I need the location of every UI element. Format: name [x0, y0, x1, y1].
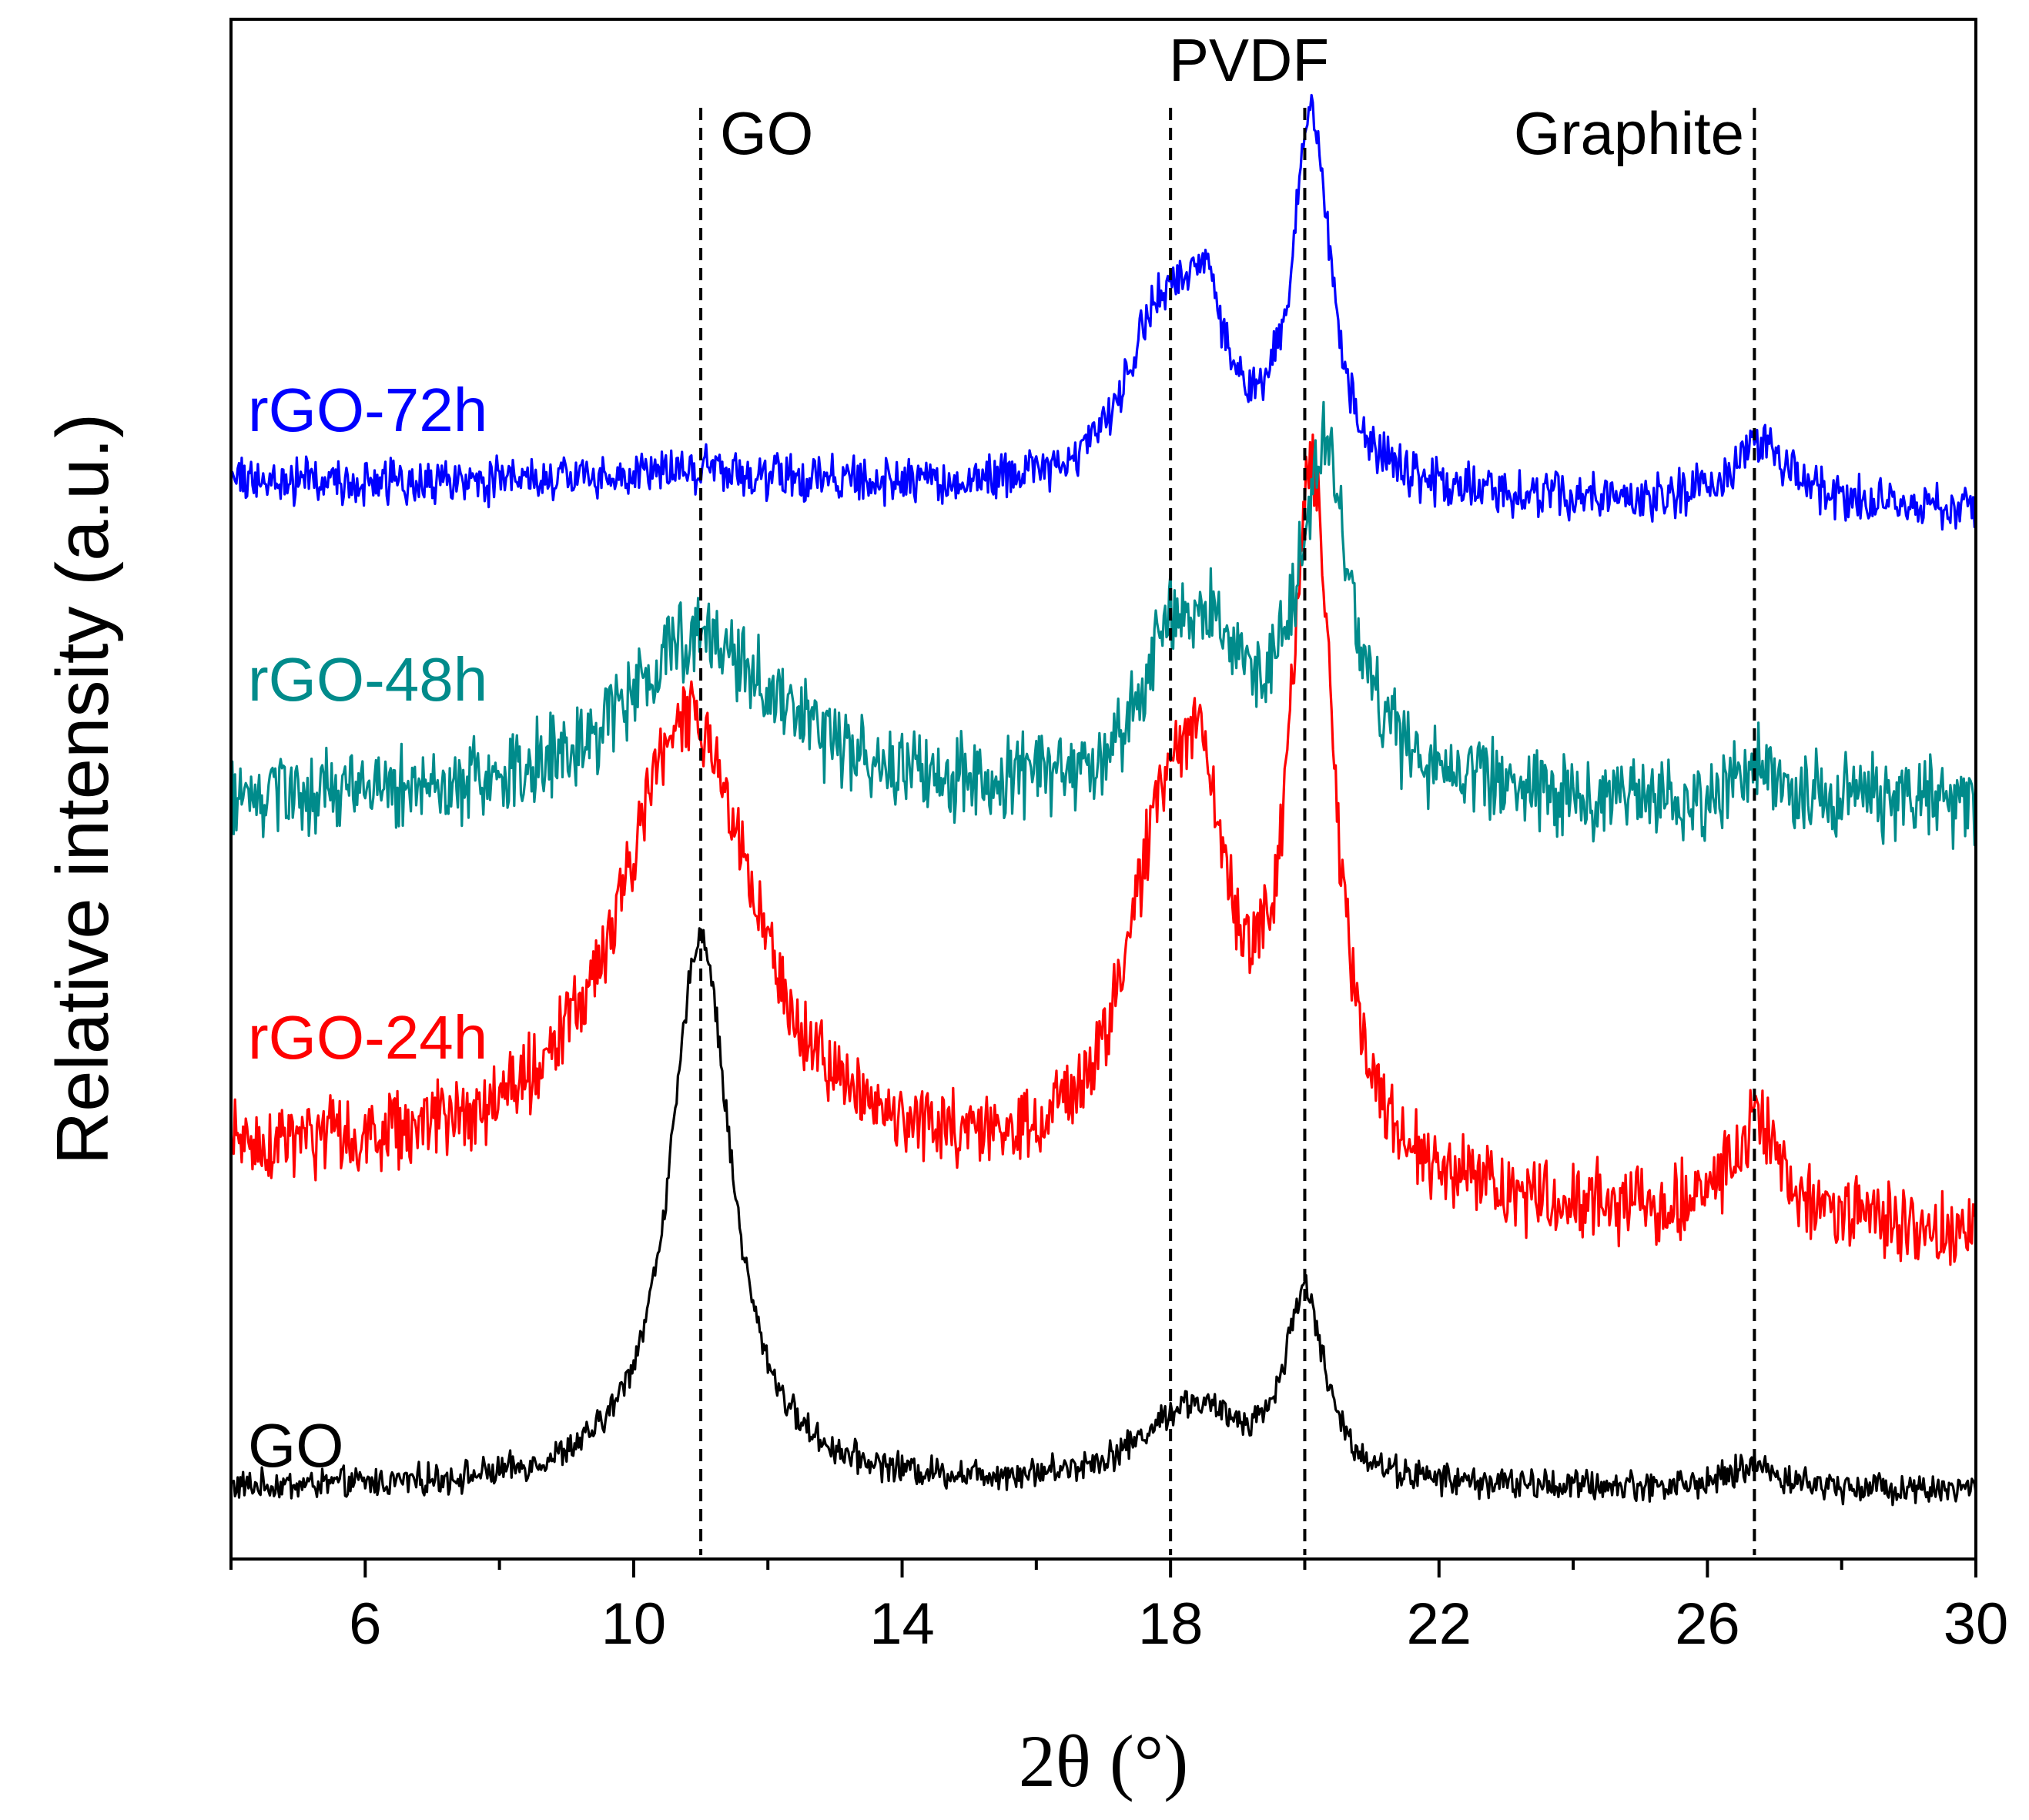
x-tick-label: 18: [1138, 1591, 1204, 1657]
series-layer: [229, 93, 1977, 1507]
reference-lines: [699, 108, 1756, 1555]
plot-frame: [229, 18, 1977, 1561]
series-label-rgo-48h: rGO-48h: [248, 645, 487, 714]
series-label-go: GO: [248, 1411, 343, 1480]
series-line-rgo-72h: [229, 93, 1977, 531]
x-tick-label: 14: [869, 1591, 935, 1657]
x-tick-label: 6: [349, 1591, 381, 1657]
series-line-rgo-24h: [229, 433, 1977, 1266]
y-axis-title: Relative intensity (a.u.): [42, 413, 124, 1165]
x-tick-label: 22: [1406, 1591, 1472, 1657]
graphite-reference-label: Graphite: [1514, 99, 1744, 167]
series-line-go: [229, 927, 1977, 1507]
go-reference-label: GO: [720, 99, 813, 167]
x-axis-title: 2θ (°): [1019, 1720, 1188, 1802]
series-label-rgo-72h: rGO-72h: [248, 376, 487, 444]
x-axis-ticks: 6 10 14 18 22 26 30: [229, 1559, 2009, 1657]
x-tick-label: 26: [1675, 1591, 1740, 1657]
x-tick-label: 30: [1944, 1591, 2009, 1657]
x-tick-label: 10: [601, 1591, 667, 1657]
series-label-rgo-24h: rGO-24h: [248, 1003, 487, 1072]
series-line-rgo-48h: [229, 400, 1977, 850]
pvdf-reference-label: PVDF: [1169, 26, 1329, 94]
